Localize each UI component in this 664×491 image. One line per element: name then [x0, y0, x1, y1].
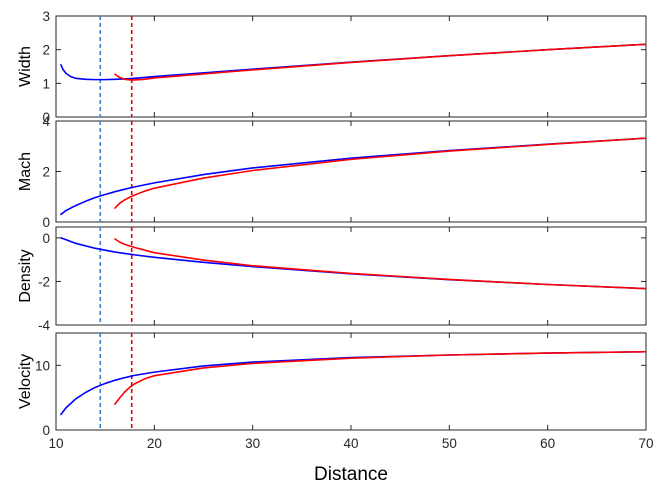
series-group: [60, 237, 646, 290]
y-tick-label: -2: [38, 274, 50, 289]
y-tick-label: 4: [42, 114, 50, 129]
y-tick-label: 0: [42, 215, 50, 230]
y-tick-label: 3: [42, 9, 50, 24]
series-line-red: [114, 43, 646, 81]
panel-mach: 0 2 4 Mach: [17, 114, 647, 230]
x-tick-label: 40: [343, 436, 358, 451]
y-tick-label: 2: [42, 43, 50, 58]
axes-box: [55, 332, 647, 431]
y-tick-label: 0: [42, 231, 50, 246]
series-group: [60, 350, 646, 416]
series-line-red: [114, 238, 646, 290]
x-tick-label: 50: [442, 436, 457, 451]
axes-box: [55, 15, 647, 118]
series-line-red: [114, 137, 646, 209]
series-line-blue: [60, 137, 646, 216]
y-tick-label: 10: [35, 358, 50, 373]
y-tick-label: 2: [42, 165, 50, 180]
y-axis-label: Width: [17, 46, 34, 87]
y-tick-label: 0: [42, 110, 50, 125]
y-axis-label: Velocity: [17, 354, 34, 409]
x-axis: 10 20 30 40 50 60 70: [48, 436, 653, 451]
panel-density: -4 -2 0 Density: [17, 226, 647, 333]
series-group: [60, 43, 646, 81]
series-group: [60, 137, 646, 216]
y-tick-label: 1: [42, 76, 50, 91]
axes-box: [55, 120, 647, 223]
y-tick-label: 0: [42, 423, 50, 438]
x-axis-label: Distance: [314, 464, 388, 485]
y-tick-label: -4: [38, 318, 50, 333]
y-axis-label: Density: [17, 249, 34, 302]
x-tick-label: 20: [147, 436, 162, 451]
y-axis-label: Mach: [17, 152, 34, 191]
series-line-red: [114, 350, 646, 405]
x-tick-label: 30: [245, 436, 260, 451]
panel-width: 0 1 2 3 Width: [17, 9, 647, 125]
x-tick-label: 60: [540, 436, 555, 451]
x-tick-label: 70: [638, 436, 653, 451]
x-tick-label: 10: [48, 436, 63, 451]
axes-box: [55, 226, 647, 326]
